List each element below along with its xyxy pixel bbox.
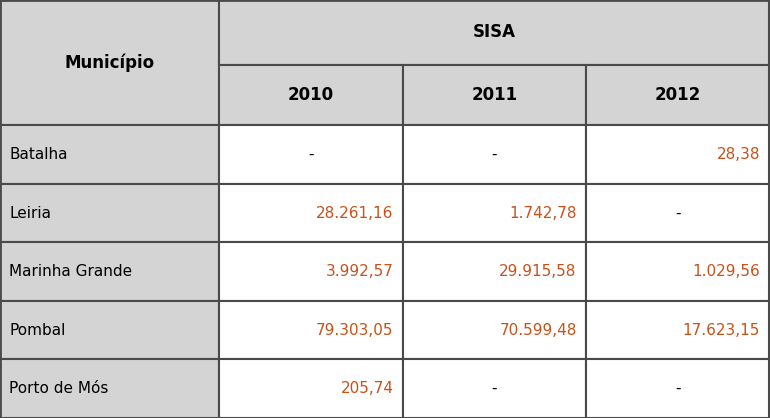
Bar: [0, 301, 219, 359]
Bar: [403, 125, 586, 184]
Text: 17.623,15: 17.623,15: [683, 323, 760, 338]
Text: -: -: [491, 147, 497, 162]
Bar: [403, 65, 586, 125]
Text: 2010: 2010: [288, 86, 334, 104]
Bar: [403, 242, 586, 301]
Text: Pombal: Pombal: [9, 323, 65, 338]
Text: 1.742,78: 1.742,78: [509, 206, 577, 221]
Bar: [219, 242, 403, 301]
Text: Batalha: Batalha: [9, 147, 68, 162]
Text: 2012: 2012: [654, 86, 701, 104]
Text: Município: Município: [65, 54, 155, 72]
Bar: [586, 65, 769, 125]
Bar: [586, 125, 769, 184]
Text: -: -: [308, 147, 314, 162]
Text: 2011: 2011: [471, 86, 517, 104]
Bar: [403, 359, 586, 418]
Bar: [0, 184, 219, 242]
Text: Porto de Mós: Porto de Mós: [9, 381, 109, 396]
Text: Marinha Grande: Marinha Grande: [9, 264, 132, 279]
Text: 79.303,05: 79.303,05: [316, 323, 393, 338]
Bar: [586, 359, 769, 418]
Text: 70.599,48: 70.599,48: [500, 323, 577, 338]
Bar: [219, 184, 403, 242]
Bar: [586, 242, 769, 301]
Text: 28.261,16: 28.261,16: [316, 206, 393, 221]
Bar: [0, 0, 219, 125]
Text: -: -: [675, 206, 681, 221]
Text: 205,74: 205,74: [340, 381, 393, 396]
Text: SISA: SISA: [473, 23, 516, 41]
Text: 1.029,56: 1.029,56: [692, 264, 760, 279]
Text: -: -: [491, 381, 497, 396]
Bar: [0, 242, 219, 301]
Bar: [219, 0, 769, 65]
Bar: [586, 184, 769, 242]
Text: 29.915,58: 29.915,58: [500, 264, 577, 279]
Text: -: -: [675, 381, 681, 396]
Bar: [219, 359, 403, 418]
Bar: [219, 125, 403, 184]
Text: 3.992,57: 3.992,57: [326, 264, 393, 279]
Text: 28,38: 28,38: [717, 147, 760, 162]
Bar: [0, 125, 219, 184]
Bar: [586, 301, 769, 359]
Bar: [219, 65, 403, 125]
Text: Leiria: Leiria: [9, 206, 52, 221]
Bar: [219, 301, 403, 359]
Bar: [403, 301, 586, 359]
Bar: [0, 359, 219, 418]
Bar: [403, 184, 586, 242]
